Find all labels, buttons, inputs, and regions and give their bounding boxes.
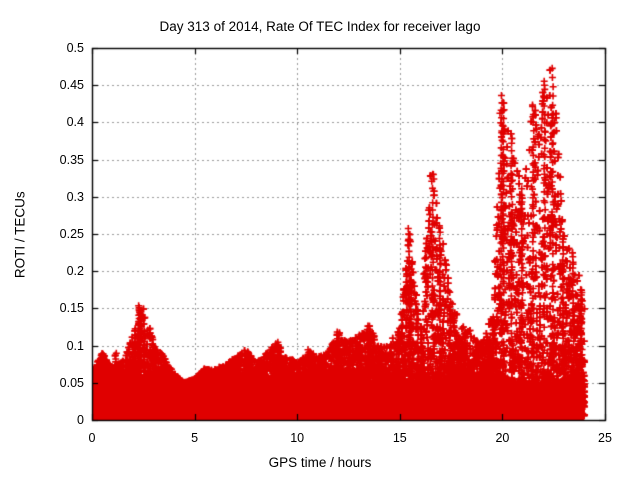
y-tick-label: 0.2 [66, 264, 84, 279]
x-tick-label: 10 [290, 431, 305, 445]
x-tick-label: 20 [495, 431, 510, 445]
y-tick-label: 0.4 [66, 115, 84, 130]
y-axis-label: ROTI / TECUs [12, 191, 28, 279]
y-tick-label: 0 [77, 413, 84, 427]
y-tick-label: 0.25 [59, 227, 84, 241]
y-tick-label: 0.45 [59, 78, 84, 93]
x-tick-label: 15 [392, 431, 407, 445]
y-tick-label: 0.05 [59, 375, 84, 390]
y-tick-label: 0.5 [66, 41, 84, 55]
x-tick-label: 5 [191, 431, 199, 445]
y-tick-label: 0.3 [66, 189, 84, 204]
x-axis-label: GPS time / hours [268, 455, 372, 470]
page-title: Day 313 of 2014, Rate Of TEC Index for r… [159, 19, 481, 34]
y-tick-label: 0.1 [66, 338, 84, 353]
y-tick-label: 0.35 [59, 152, 84, 167]
x-tick-label: 25 [598, 431, 612, 445]
x-tick-label: 0 [88, 431, 96, 445]
y-tick-label: 0.15 [59, 301, 84, 316]
